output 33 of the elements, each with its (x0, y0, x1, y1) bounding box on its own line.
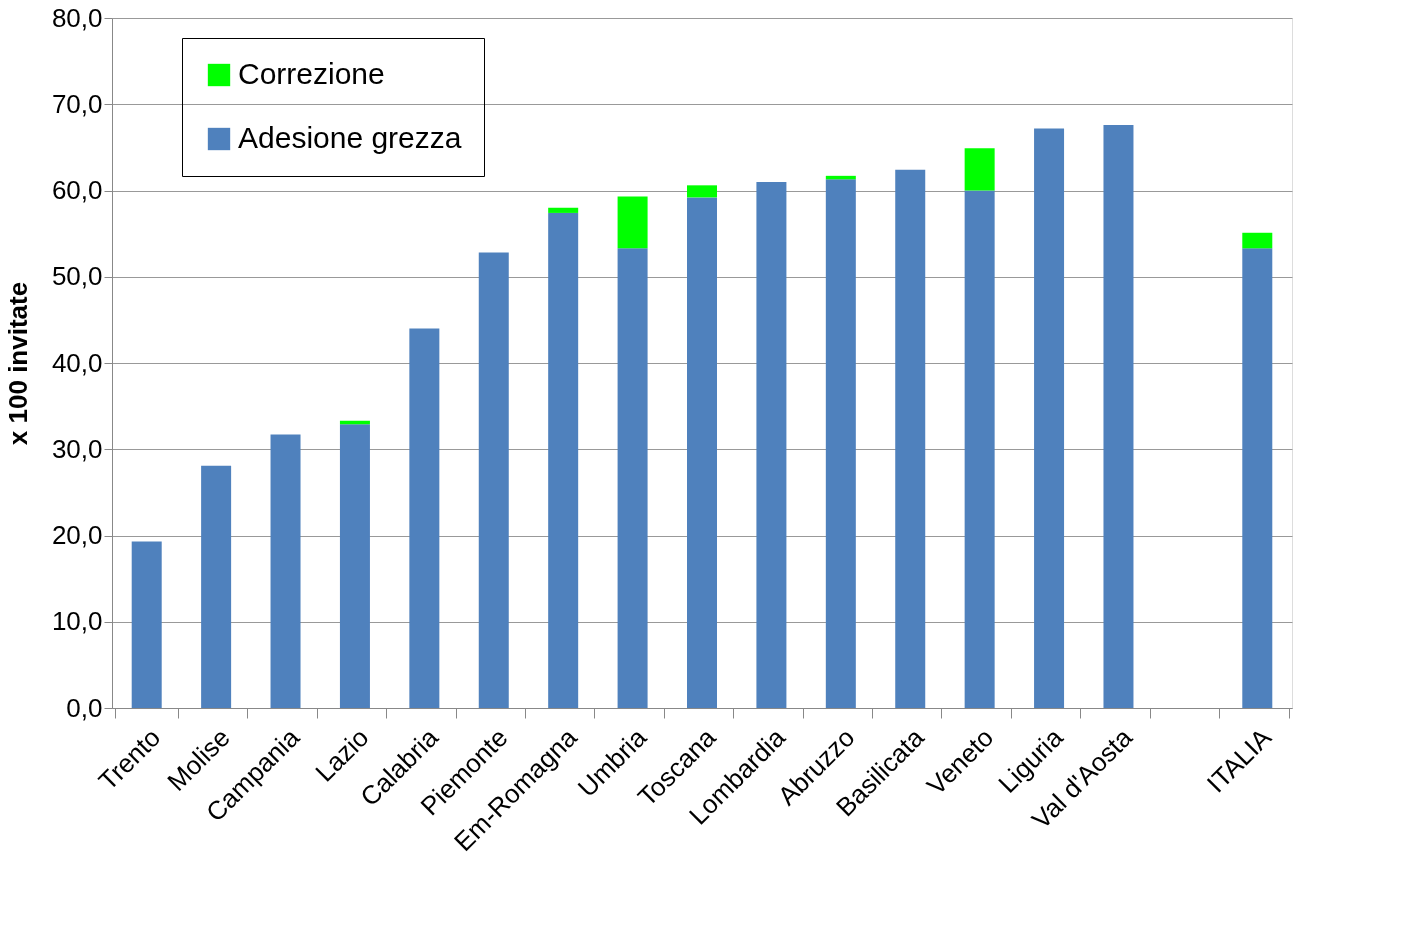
bar (825, 179, 856, 708)
bar (687, 185, 717, 198)
bar (964, 190, 995, 708)
y-tick-label: 0,0 (66, 692, 103, 723)
y-axis-title: x 100 invitate (2, 281, 33, 446)
bar (131, 541, 162, 708)
bar (617, 196, 648, 249)
y-tick-label: 10,0 (51, 606, 103, 637)
bar (895, 169, 926, 708)
y-tick-label: 30,0 (51, 433, 103, 464)
bar (1242, 248, 1273, 708)
bar (1103, 124, 1134, 708)
bar (687, 197, 717, 708)
bar (617, 248, 648, 708)
bar (270, 434, 301, 708)
bar (1034, 128, 1065, 708)
bar (548, 207, 579, 213)
legend-label: Adesione grezza (238, 121, 462, 154)
legend-label: Correzione (238, 57, 385, 90)
bar (409, 328, 440, 708)
y-tick-label: 50,0 (51, 261, 103, 292)
bar (964, 148, 995, 191)
bar (339, 424, 370, 708)
y-tick-label: 60,0 (51, 175, 103, 205)
y-tick-label: 20,0 (51, 520, 103, 550)
y-tick-label: 40,0 (51, 347, 103, 378)
bar (548, 212, 579, 708)
bar (478, 252, 509, 708)
bar (1242, 232, 1273, 249)
y-tick-label: 80,0 (51, 2, 103, 33)
y-tick-label: 70,0 (51, 88, 103, 119)
bar (201, 465, 232, 708)
bar (756, 181, 787, 708)
